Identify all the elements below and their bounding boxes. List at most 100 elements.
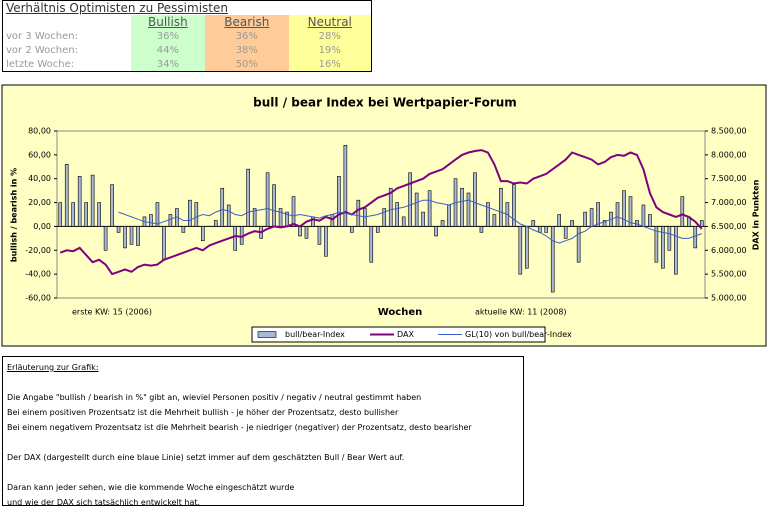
annotation: erste KW: 15 (2006) xyxy=(72,308,152,317)
bar xyxy=(369,226,374,263)
explanation-box: Erläuterung zur Grafik: Die Angabe "bull… xyxy=(2,356,524,507)
bar xyxy=(648,214,652,227)
bar xyxy=(512,184,516,227)
y2-tick-label: 5.500,00 xyxy=(711,270,747,279)
bar xyxy=(188,199,192,227)
bar xyxy=(654,226,659,263)
y-tick-label: 80,00 xyxy=(28,127,51,136)
bar xyxy=(304,226,309,239)
bar xyxy=(466,192,471,227)
bar xyxy=(252,208,257,227)
bar xyxy=(181,226,186,233)
bar xyxy=(661,226,665,269)
bar xyxy=(246,168,250,227)
y2-tick-label: 6.500,00 xyxy=(711,222,747,231)
bar xyxy=(674,226,678,275)
bar xyxy=(667,226,672,251)
bar xyxy=(116,226,121,233)
bar xyxy=(337,176,341,227)
chart-title: bull / bear Index bei Wertpapier-Forum xyxy=(253,96,517,110)
bar xyxy=(64,164,69,227)
cell: 16% xyxy=(288,57,372,72)
bar xyxy=(90,174,95,227)
bar xyxy=(602,220,607,227)
legend xyxy=(251,326,546,343)
bar xyxy=(427,190,432,227)
bar xyxy=(58,202,63,227)
bar xyxy=(408,172,412,227)
header: Bullish xyxy=(130,15,206,29)
bar xyxy=(557,214,562,227)
bar xyxy=(226,204,231,227)
bar xyxy=(330,214,335,227)
bar xyxy=(343,145,348,227)
bar xyxy=(395,202,400,227)
bar xyxy=(350,226,354,233)
explanation-line: Bei einem positiven Prozentsatz ist die … xyxy=(7,408,399,417)
bar xyxy=(162,226,166,261)
y-tick-label: 0,00 xyxy=(33,222,51,231)
y-tick-label: 40,00 xyxy=(28,174,51,183)
bar xyxy=(641,204,646,227)
bar xyxy=(434,226,438,237)
explanation-line: Die Angabe "bullish / bearish in %" gibt… xyxy=(7,393,422,402)
bar xyxy=(421,211,425,227)
bar xyxy=(563,226,568,239)
cell: 50% xyxy=(205,57,289,72)
explanation-line: und wie der DAX sich tatsächlich entwick… xyxy=(7,498,201,507)
bar xyxy=(298,226,302,237)
legend-swatch xyxy=(257,331,277,338)
bar xyxy=(596,202,600,227)
bar xyxy=(272,184,276,227)
bar xyxy=(388,187,393,227)
explanation-line: Der DAX (dargestellt durch eine blaue Li… xyxy=(7,453,405,462)
bar xyxy=(550,226,555,293)
bar xyxy=(84,202,88,227)
bar xyxy=(473,172,477,227)
bar xyxy=(615,202,620,227)
y2-tick-label: 6.000,00 xyxy=(711,246,747,255)
explanation-title: Erläuterung zur Grafik: xyxy=(7,363,99,372)
cell: 36% xyxy=(130,29,206,43)
cell: 34% xyxy=(130,57,206,72)
bar xyxy=(103,226,108,251)
legend-label: DAX xyxy=(397,330,414,339)
annotation: aktuelle KW: 11 (2008) xyxy=(475,308,567,317)
y-axis-label: bullish / bearish in % xyxy=(10,168,19,262)
bar xyxy=(136,226,140,246)
bar xyxy=(447,204,451,227)
bar xyxy=(622,190,626,227)
bar xyxy=(479,226,484,233)
bar xyxy=(97,202,101,227)
bar xyxy=(693,226,698,249)
y2-tick-label: 7.500,00 xyxy=(711,174,747,183)
bar xyxy=(291,196,296,227)
bar xyxy=(499,187,503,227)
bar xyxy=(194,202,199,227)
bar xyxy=(324,226,328,257)
bar xyxy=(570,220,574,227)
line xyxy=(59,149,703,276)
table-title: Verhältnis Optimisten zu Pessimisten xyxy=(6,1,228,15)
bar xyxy=(628,196,633,227)
bar xyxy=(524,226,529,269)
bar xyxy=(77,176,82,227)
bar xyxy=(168,214,173,227)
bar xyxy=(518,226,523,275)
bar xyxy=(201,226,205,242)
bar xyxy=(492,214,497,227)
bar xyxy=(382,208,387,227)
bar xyxy=(110,184,114,227)
bar xyxy=(460,187,464,227)
bar xyxy=(583,211,587,227)
bar xyxy=(317,226,322,245)
bar xyxy=(699,220,704,227)
cell: 28% xyxy=(288,29,372,43)
plot-area xyxy=(56,130,706,299)
chart: bull / bear Index bei Wertpapier-Forum W… xyxy=(1,84,767,347)
bar xyxy=(213,220,218,227)
bar xyxy=(123,226,127,249)
header: Neutral xyxy=(288,15,372,29)
bar xyxy=(531,220,536,227)
